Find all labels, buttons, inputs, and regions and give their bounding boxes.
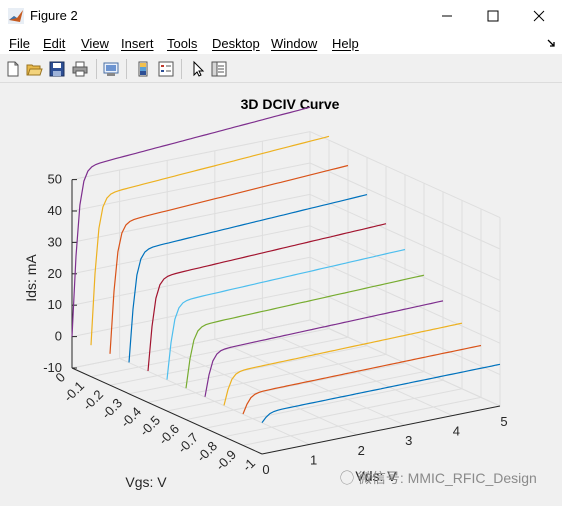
dciv-3d-plot[interactable]: 3D DCIV Curve -10010203040500123450-0.1-… <box>0 84 562 506</box>
grid-line <box>309 288 501 376</box>
menu-desktop[interactable]: Desktop <box>212 36 260 51</box>
grid-line <box>204 379 444 429</box>
z-tick-label: 0 <box>55 329 62 344</box>
x-tick-label: 1 <box>310 452 317 467</box>
grid-lines <box>71 131 501 455</box>
grid-line <box>71 162 311 212</box>
grid-line <box>309 319 501 407</box>
dock-arrow-icon[interactable] <box>546 38 556 48</box>
y-axis-label: Vgs: V <box>125 474 167 490</box>
legend-icon[interactable] <box>157 60 175 78</box>
grid-line <box>309 256 501 344</box>
z-tick-label: 40 <box>48 203 62 218</box>
grid-line <box>166 362 406 412</box>
grid-line <box>185 371 425 421</box>
z-tick-label: -10 <box>43 360 62 375</box>
toolbar-separator <box>126 59 127 79</box>
minimize-button[interactable] <box>424 0 470 32</box>
grid-line <box>71 131 311 181</box>
iv-curve <box>90 135 330 346</box>
matlab-icon <box>8 8 24 24</box>
iv-curve <box>204 300 444 397</box>
x-tick-label: 2 <box>358 443 365 458</box>
iv-curve <box>128 194 368 363</box>
menu-help[interactable]: Help <box>332 36 359 51</box>
grid-line <box>309 131 501 219</box>
print-icon[interactable] <box>71 60 89 78</box>
colorbar-icon[interactable] <box>134 60 152 78</box>
toolbar <box>0 56 562 83</box>
menu-edit[interactable]: Edit <box>43 36 66 51</box>
open-file-icon[interactable] <box>25 60 43 78</box>
chart-title: 3D DCIV Curve <box>241 96 340 112</box>
z-axis-label: Ids: mA <box>23 254 39 302</box>
iv-curve <box>242 344 482 415</box>
iv-curve <box>147 223 387 372</box>
save-icon[interactable] <box>48 60 66 78</box>
print-preview-icon[interactable] <box>102 60 120 78</box>
z-tick-label: 20 <box>48 266 62 281</box>
window-titlebar: Figure 2 <box>0 0 562 32</box>
x-tick-label: 5 <box>500 414 507 429</box>
watermark-text: 微信号: MMIC_RFIC_Design <box>357 470 537 486</box>
menu-tools[interactable]: Tools <box>167 36 198 51</box>
y-tick-label: -1 <box>239 456 258 475</box>
grid-line <box>71 288 311 338</box>
grid-line <box>147 353 387 403</box>
grid-line <box>309 225 501 313</box>
y-axis-line <box>71 367 263 455</box>
grid-line <box>71 225 311 275</box>
iv-curve <box>185 274 425 389</box>
iv-curve <box>223 322 463 406</box>
grid-line <box>309 193 501 281</box>
iv-curve <box>109 164 349 354</box>
menu-window[interactable]: Window <box>271 36 318 51</box>
grid-line <box>309 162 501 250</box>
maximize-button[interactable] <box>470 0 516 32</box>
toolbar-separator <box>96 59 97 79</box>
iv-curve <box>71 106 311 337</box>
grid-line <box>71 319 311 369</box>
wechat-icon: ◯ <box>340 470 354 486</box>
grid-line <box>128 345 368 395</box>
watermark: ◯ 微信号: MMIC_RFIC_Design <box>340 468 537 488</box>
grid-line <box>242 396 482 446</box>
iv-curve <box>166 248 406 380</box>
x-tick-label: 4 <box>453 424 460 439</box>
x-tick-label: 0 <box>262 462 269 477</box>
grid-line <box>90 328 330 378</box>
menu-file[interactable]: File <box>9 36 30 51</box>
property-editor-icon[interactable] <box>210 60 228 78</box>
grid-line <box>223 388 463 438</box>
menu-bar: File Edit View Insert Tools Desktop Wind… <box>0 32 562 54</box>
new-figure-icon[interactable] <box>4 60 22 78</box>
menu-view[interactable]: View <box>81 36 109 51</box>
z-tick-label: 10 <box>48 297 62 312</box>
iv-curves <box>71 106 501 423</box>
menu-insert[interactable]: Insert <box>121 36 154 51</box>
grid-line <box>71 193 311 243</box>
close-button[interactable] <box>516 0 562 32</box>
pointer-icon[interactable] <box>189 60 207 78</box>
grid-line <box>109 336 349 386</box>
z-tick-label: 30 <box>48 234 62 249</box>
window-title: Figure 2 <box>30 8 78 23</box>
x-axis-line <box>261 405 501 455</box>
z-tick-label: 50 <box>48 172 62 187</box>
iv-curve <box>261 363 501 423</box>
grid-line <box>71 256 311 306</box>
x-axis-label: Vds: V <box>355 468 397 484</box>
x-tick-label: 3 <box>405 433 412 448</box>
toolbar-separator <box>181 59 182 79</box>
